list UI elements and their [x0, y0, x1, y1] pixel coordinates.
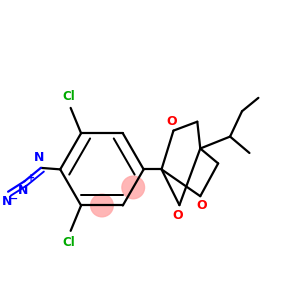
Text: Cl: Cl [63, 236, 76, 249]
Text: N: N [34, 151, 44, 164]
Text: N: N [2, 195, 12, 208]
Circle shape [122, 176, 145, 199]
Text: Cl: Cl [63, 89, 76, 103]
Text: O: O [167, 115, 177, 128]
Text: N: N [18, 184, 28, 197]
Text: −: − [9, 194, 18, 204]
Text: O: O [172, 209, 183, 222]
Text: O: O [196, 199, 207, 212]
Text: +: + [27, 173, 35, 183]
Circle shape [91, 194, 113, 217]
